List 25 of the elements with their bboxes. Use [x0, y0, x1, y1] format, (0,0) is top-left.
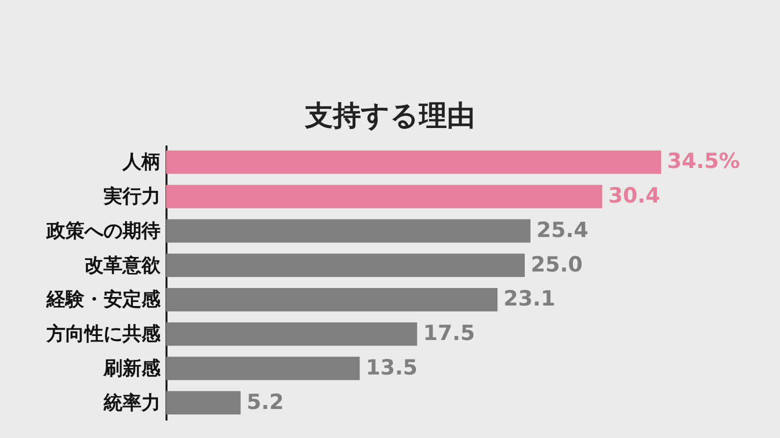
y-tick-label: 刷新感 — [102, 357, 162, 380]
data-label: 17.5 — [423, 321, 475, 346]
y-tick-label: 改革意欲 — [84, 254, 162, 276]
y-tick-label: 政策への期待 — [46, 220, 160, 242]
data-label: 23.1 — [503, 286, 556, 311]
data-label: 30.4 — [608, 184, 660, 208]
y-tick-label: 実行力 — [102, 186, 160, 208]
bar — [166, 219, 530, 243]
y-tick-label: 経験・安定感 — [46, 288, 162, 311]
bar — [166, 356, 360, 380]
data-label: 13.5 — [366, 355, 418, 380]
bar — [166, 184, 602, 208]
data-label: 25.0 — [530, 252, 583, 276]
bar — [166, 254, 525, 277]
bar — [166, 391, 241, 414]
y-tick-label: 統率力 — [102, 392, 160, 414]
bar — [166, 322, 418, 346]
bar — [166, 288, 498, 312]
data-label: 34.5% — [667, 149, 740, 174]
data-label: 5.2 — [246, 390, 284, 414]
bar — [166, 150, 662, 174]
y-tick-label: 方向性に共感 — [46, 323, 162, 346]
chart-title: 支持する理由 — [304, 99, 475, 132]
y-tick-label: 人柄 — [122, 151, 160, 174]
data-label: 25.4 — [536, 218, 588, 242]
